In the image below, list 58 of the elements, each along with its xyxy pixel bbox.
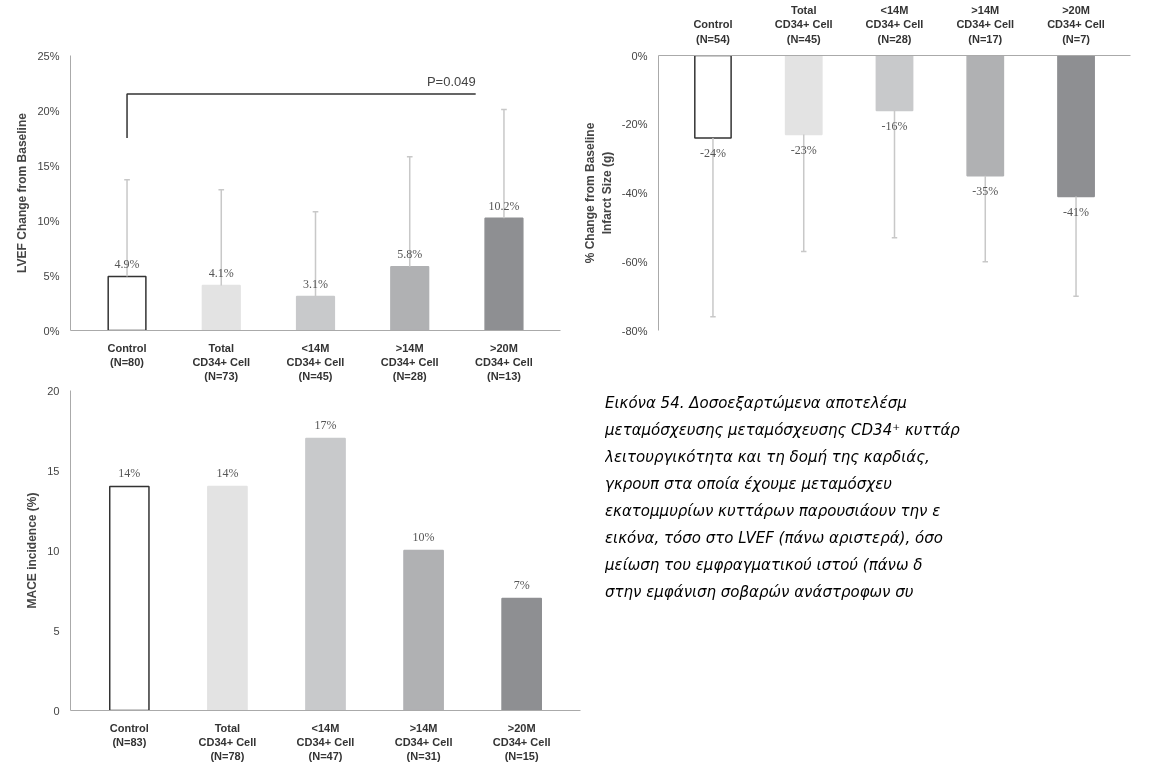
data-label: 17% bbox=[314, 418, 337, 433]
data-label: 3.1% bbox=[303, 276, 328, 291]
x-tick-label: Total CD34+ Cell (N=45) bbox=[774, 3, 833, 45]
text: μεταμόσχευσης μεταμόσχευσης CD34⁺ κυττάρ bbox=[605, 421, 960, 439]
y-tick-label: -20% bbox=[621, 118, 648, 131]
data-label: 10% bbox=[412, 530, 435, 545]
data-label: 10.2% bbox=[488, 198, 520, 213]
y-tick-label: 10 bbox=[47, 544, 60, 557]
x-tick-label: <14M CD34+ Cell (N=47) bbox=[296, 721, 355, 763]
y-tick-label: 20 bbox=[47, 384, 60, 397]
data-label: -16% bbox=[881, 118, 908, 133]
text: μείωση του εμφραγματικού ιστού (πάνω δ bbox=[605, 556, 923, 574]
data-label: 5.8% bbox=[397, 247, 423, 262]
data-label: 4.1% bbox=[208, 265, 234, 280]
x-tick-label: >14M CD34+ Cell (N=28) bbox=[380, 341, 439, 383]
data-label: 14% bbox=[216, 466, 239, 481]
x-tick-label: Control (N=54) bbox=[693, 18, 733, 45]
text: εικόνα, τόσο στο LVEF (πάνω αριστερά), όσο bbox=[605, 529, 943, 547]
x-tick-label: >20M CD34+ Cell (N=15) bbox=[492, 721, 551, 763]
y-tick-label: 5 bbox=[53, 624, 60, 637]
text: στην εμφάνιση σοβαρών ανάστροφων συ bbox=[605, 583, 914, 601]
text: Εικόνα 54. Δοσοεξαρτώμενα αποτελέσμ bbox=[605, 394, 907, 412]
data-label: -35% bbox=[972, 184, 999, 199]
y-tick-label: 10% bbox=[37, 214, 60, 227]
y-axis-title: % Change from Baseline Infarct Size (g) bbox=[583, 122, 614, 264]
y-tick-label: 0% bbox=[631, 49, 648, 62]
x-tick-label: >20M CD34+ Cell (N=13) bbox=[475, 341, 533, 383]
y-tick-label: 0% bbox=[43, 324, 60, 337]
text: γκρουπ στα οποία έχουμε μεταμόσχευ bbox=[605, 475, 892, 493]
y-tick-label: -80% bbox=[621, 324, 648, 337]
text: λειτουργικότητα και τη δομή της καρδιάς, bbox=[605, 448, 930, 466]
y-tick-label: 15% bbox=[37, 159, 60, 172]
data-label: -24% bbox=[699, 146, 726, 161]
x-tick-label: Control (N=80) bbox=[107, 341, 147, 368]
x-tick-label: <14M CD34+ Cell (N=45) bbox=[286, 341, 345, 383]
y-axis-title: MACE incidence (%) bbox=[25, 492, 40, 609]
x-tick-label: Control (N=83) bbox=[109, 721, 149, 748]
annotation: P=0.049 bbox=[426, 73, 476, 89]
y-tick-label: 20% bbox=[37, 104, 60, 117]
y-tick-label: 5% bbox=[43, 269, 60, 282]
y-axis-title: LVEF Change from Baseline bbox=[15, 112, 30, 273]
x-tick-label: >20M CD34+ Cell (N=7) bbox=[1047, 3, 1105, 45]
x-tick-label: >14M CD34+ Cell (N=17) bbox=[956, 3, 1015, 45]
data-label: -41% bbox=[1063, 204, 1090, 219]
y-tick-label: 25% bbox=[37, 49, 60, 62]
x-tick-label: Total CD34+ Cell (N=78) bbox=[198, 721, 257, 763]
y-tick-label: -60% bbox=[621, 255, 648, 268]
x-tick-label: <14M CD34+ Cell (N=28) bbox=[865, 3, 924, 45]
text: εκατομμυρίων κυττάρων παρουσιάουν την ε bbox=[605, 502, 941, 520]
y-tick-label: -40% bbox=[621, 187, 648, 199]
y-tick-label: 0 bbox=[53, 704, 60, 717]
x-tick-label: Total CD34+ Cell (N=73) bbox=[192, 341, 251, 383]
data-label: -23% bbox=[790, 142, 817, 157]
data-label: 7% bbox=[513, 578, 530, 593]
y-tick-label: 15 bbox=[47, 464, 60, 477]
data-label: 14% bbox=[118, 466, 141, 481]
data-label: 4.9% bbox=[114, 257, 140, 272]
x-tick-label: >14M CD34+ Cell (N=31) bbox=[394, 721, 453, 763]
